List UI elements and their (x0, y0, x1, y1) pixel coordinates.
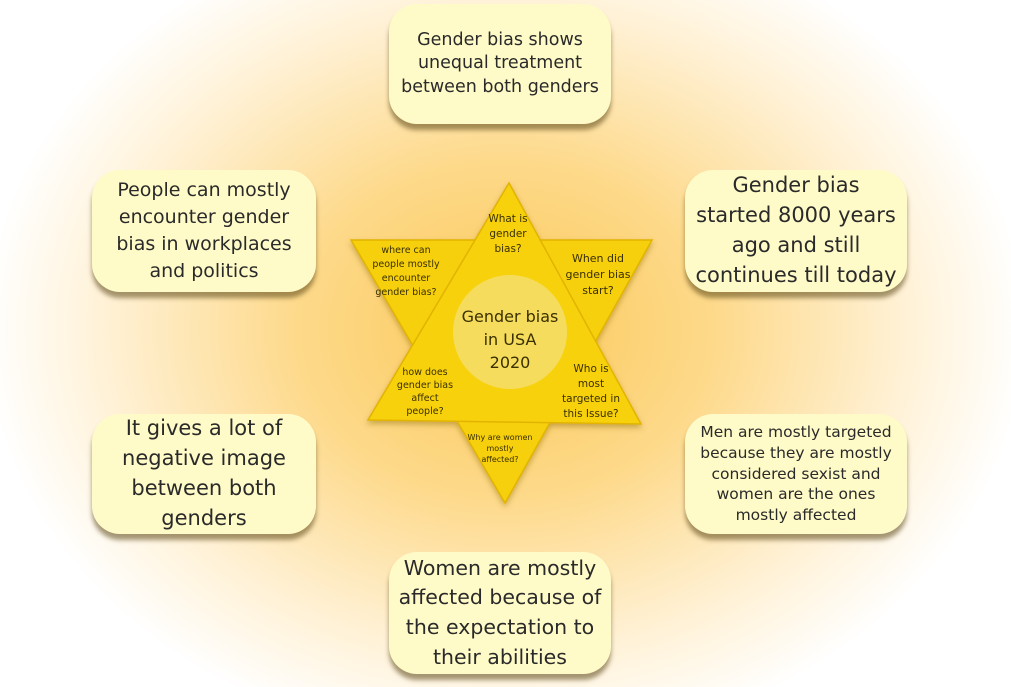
answer-text-top: Gender bias shows unequal treatment betw… (401, 29, 599, 97)
question-bottom-line: Why are women (468, 433, 533, 442)
question-top-line: bias? (494, 243, 521, 255)
answer-text-bottom-left: It gives a lot of negative image between… (122, 416, 286, 530)
question-top-left: where can people mostly encounter gender… (372, 245, 440, 298)
answer-card-bottom-right: Men are mostly targeted because they are… (685, 414, 907, 534)
center-title-line: in USA (484, 330, 537, 349)
answer-text-bottom-right: Men are mostly targeted because they are… (700, 422, 892, 525)
question-bottom-line: mostly (487, 444, 514, 453)
question-bottom-left-line: how does (402, 367, 447, 378)
question-bottom-left-line: people? (406, 406, 443, 417)
question-top-left-line: people mostly (372, 259, 440, 270)
question-top-right: When did gender bias start? (565, 252, 630, 297)
answer-text-bottom: Women are mostly affected because of the… (398, 555, 602, 669)
question-top-left-line: where can (381, 245, 430, 256)
question-bottom-left-line: affect (411, 393, 438, 404)
question-top: What is gender bias? (488, 213, 527, 255)
question-top-line: gender (489, 228, 527, 240)
answer-text-top-right: Gender bias started 8000 years ago and s… (695, 173, 897, 287)
question-top-left-line: gender bias? (375, 287, 436, 298)
question-top-right-line: gender bias (565, 268, 630, 281)
answer-card-bottom-left: It gives a lot of negative image between… (92, 414, 316, 534)
answer-card-top: Gender bias shows unequal treatment betw… (389, 4, 611, 124)
question-top-right-line: start? (582, 284, 614, 297)
question-bottom-right-line: targeted in (562, 393, 620, 405)
question-bottom-left: how does gender bias affect people? (397, 367, 453, 417)
answer-text-top-left: People can mostly encounter gender bias … (116, 179, 292, 282)
answer-card-top-left: People can mostly encounter gender bias … (92, 170, 316, 292)
question-bottom-right-line: this Issue? (563, 408, 618, 420)
question-bottom-right: Who is most targeted in this Issue? (562, 363, 620, 420)
answer-card-bottom: Women are mostly affected because of the… (389, 552, 611, 674)
question-top-left-line: encounter (382, 273, 431, 284)
center-circle (453, 275, 567, 389)
question-bottom-left-line: gender bias (397, 380, 453, 391)
center-title: Gender bias in USA 2020 (462, 307, 559, 372)
question-bottom: Why are women mostly affected? (468, 433, 533, 464)
center-title-line: Gender bias (462, 307, 559, 326)
question-bottom-right-line: Who is (573, 363, 608, 375)
answer-card-top-right: Gender bias started 8000 years ago and s… (685, 170, 907, 292)
question-bottom-right-line: most (578, 378, 604, 390)
question-top-line: What is (488, 213, 527, 225)
question-bottom-line: affected? (481, 455, 518, 464)
question-top-right-line: When did (572, 252, 624, 265)
center-title-line: 2020 (490, 353, 531, 372)
